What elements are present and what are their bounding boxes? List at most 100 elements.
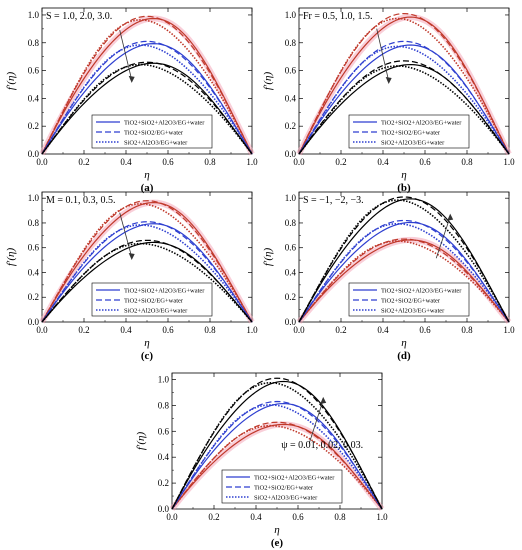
- curve-series-2-level-1: [298, 12, 510, 155]
- curve-series-1-level-2: [41, 43, 253, 155]
- legend: TiO2+SiO2+Al2O3/EG+water TiO2+SiO2/EG+wat…: [91, 114, 213, 149]
- y-tick-label: 0.0: [158, 504, 170, 514]
- y-tick-label: 0.4: [285, 267, 297, 277]
- y-tick-label: 1.0: [28, 193, 40, 203]
- x-tick-label: 0.4: [120, 157, 132, 167]
- curve-series-3-level-2: [41, 224, 253, 323]
- curve-series-2-level-1: [41, 200, 253, 323]
- trend-arrow: [376, 28, 390, 82]
- chart-panel-e: 0.0 0.2 0.4 0.6 0.8 1.0 0.0 0.2 0.4 0.6 0.8 1.0 η f′(…: [135, 372, 388, 549]
- curve-series-3-level-1: [171, 424, 383, 510]
- y-tick-label: 0.8: [285, 38, 297, 48]
- x-tick-label: 0.2: [335, 157, 346, 167]
- curve-series-2-level-1: [171, 421, 383, 510]
- legend-entry: TiO2+SiO2+Al2O3/EG+water: [124, 120, 205, 127]
- trend-arrow: [119, 29, 133, 80]
- legend-entry: TiO2+SiO2/EG+water: [381, 130, 441, 137]
- legend: TiO2+SiO2+Al2O3/EG+water TiO2+SiO2/EG+wat…: [221, 469, 343, 504]
- y-tick-label: 0.0: [285, 317, 297, 327]
- legend-entry: SiO2+Al2O3/EG+water: [381, 140, 445, 147]
- legend-entry: TiO2+SiO2/EG+water: [381, 298, 441, 305]
- y-tick-label: 1.0: [285, 193, 297, 203]
- x-tick-label: 0.0: [36, 157, 48, 167]
- curve-series-2-level-1: [41, 15, 253, 155]
- x-tick-label: 0.8: [461, 157, 473, 167]
- y-tick-label: 1.0: [285, 10, 297, 20]
- parameter-annotation: S = 1.0, 2.0, 3.0.: [46, 11, 112, 22]
- curve-series-1-level-3: [298, 63, 510, 155]
- trend-arrow: [435, 216, 451, 259]
- y-axis-label: f′(η): [135, 432, 147, 451]
- x-tick-label: 0.8: [461, 325, 473, 335]
- panel-label: (e): [271, 537, 284, 549]
- x-tick-label: 0.2: [78, 157, 89, 167]
- curve-series-1-level-3: [41, 62, 253, 155]
- legend-entry: TiO2+SiO2/EG+water: [124, 130, 184, 137]
- legend: TiO2+SiO2+Al2O3/EG+water TiO2+SiO2/EG+wat…: [91, 282, 213, 317]
- x-tick-label: 0.2: [208, 512, 219, 522]
- y-tick-label: 0.4: [28, 93, 40, 103]
- x-tick-label: 1.0: [503, 325, 515, 335]
- legend-entry: SiO2+Al2O3/EG+water: [381, 308, 445, 315]
- x-tick-label: 0.4: [377, 325, 389, 335]
- trend-arrow-head: [128, 253, 135, 261]
- legend-entry: SiO2+Al2O3/EG+water: [254, 495, 318, 502]
- legend-entry: SiO2+Al2O3/EG+water: [124, 308, 188, 315]
- x-tick-label: 0.0: [166, 512, 178, 522]
- x-tick-label: 0.0: [293, 157, 305, 167]
- x-axis-label: η: [401, 337, 406, 349]
- y-tick-label: 0.2: [158, 478, 169, 488]
- legend-entry: TiO2+SiO2+Al2O3/EG+water: [381, 288, 462, 295]
- trend-arrow-head: [128, 75, 135, 83]
- trend-arrow: [308, 399, 324, 444]
- curve-series-3-level-2: [298, 222, 510, 323]
- curve-series-3-level-1: [41, 203, 253, 323]
- x-tick-label: 1.0: [503, 157, 515, 167]
- legend: TiO2+SiO2+Al2O3/EG+water TiO2+SiO2/EG+wat…: [348, 282, 470, 317]
- y-tick-label: 0.0: [28, 149, 40, 159]
- panel-label: (d): [397, 350, 411, 362]
- parameter-annotation: M = 0.1, 0.3, 0.5.: [46, 195, 116, 206]
- y-tick-label: 0.2: [28, 121, 39, 131]
- curve-series-3-level-2: [171, 404, 383, 510]
- curve-series-2-level-3: [298, 196, 510, 323]
- y-tick-label: 0.0: [285, 149, 297, 159]
- x-tick-label: 1.0: [376, 512, 388, 522]
- legend: TiO2+SiO2+Al2O3/EG+water TiO2+SiO2/EG+wat…: [348, 114, 470, 149]
- parameter-annotation: ψ = 0.01, 0.02, 0.03.: [281, 440, 363, 451]
- y-tick-label: 1.0: [158, 374, 170, 384]
- curve-series-3-level-1: [298, 17, 510, 155]
- curve-series-3-level-3: [41, 242, 253, 323]
- y-tick-label: 0.0: [28, 317, 40, 327]
- x-axis-label: η: [274, 524, 279, 536]
- y-tick-label: 0.6: [28, 243, 40, 253]
- y-tick-label: 1.0: [28, 10, 40, 20]
- x-tick-label: 1.0: [246, 157, 258, 167]
- curve-series-3-level-3: [298, 199, 510, 323]
- curve-series-1-level-1: [171, 423, 383, 510]
- chart-panel-c: 0.0 0.2 0.4 0.6 0.8 1.0 0.0 0.2 0.4 0.6 0.8 1.0 η f′(…: [5, 191, 258, 362]
- y-tick-label: 0.6: [285, 243, 297, 253]
- x-tick-label: 0.6: [419, 157, 431, 167]
- panel-label: (a): [141, 182, 154, 194]
- y-axis-label: f′(η): [262, 72, 274, 91]
- curve-series-1-level-3: [298, 198, 510, 323]
- y-tick-label: 0.2: [285, 121, 296, 131]
- x-tick-label: 0.2: [335, 325, 346, 335]
- trend-arrow-head: [385, 77, 392, 85]
- x-axis-label: η: [401, 169, 406, 181]
- curve-series-3-level-2: [41, 44, 253, 155]
- x-tick-label: 0.4: [250, 512, 262, 522]
- legend-entry: TiO2+SiO2/EG+water: [124, 298, 184, 305]
- curve-series-2-level-3: [41, 239, 253, 323]
- x-tick-label: 0.6: [162, 157, 174, 167]
- y-tick-label: 0.4: [28, 267, 40, 277]
- x-tick-label: 0.8: [334, 512, 346, 522]
- y-tick-label: 0.8: [28, 38, 40, 48]
- chart-panel-b: 0.0 0.2 0.4 0.6 0.8 1.0 0.0 0.2 0.4 0.6 0.8 1.0 η f′(…: [262, 7, 515, 194]
- panel-label: (c): [141, 350, 154, 362]
- y-tick-label: 0.8: [158, 400, 170, 410]
- y-axis-label: f′(η): [5, 72, 17, 91]
- legend-entry: SiO2+Al2O3/EG+water: [124, 140, 188, 147]
- x-tick-label: 1.0: [246, 325, 258, 335]
